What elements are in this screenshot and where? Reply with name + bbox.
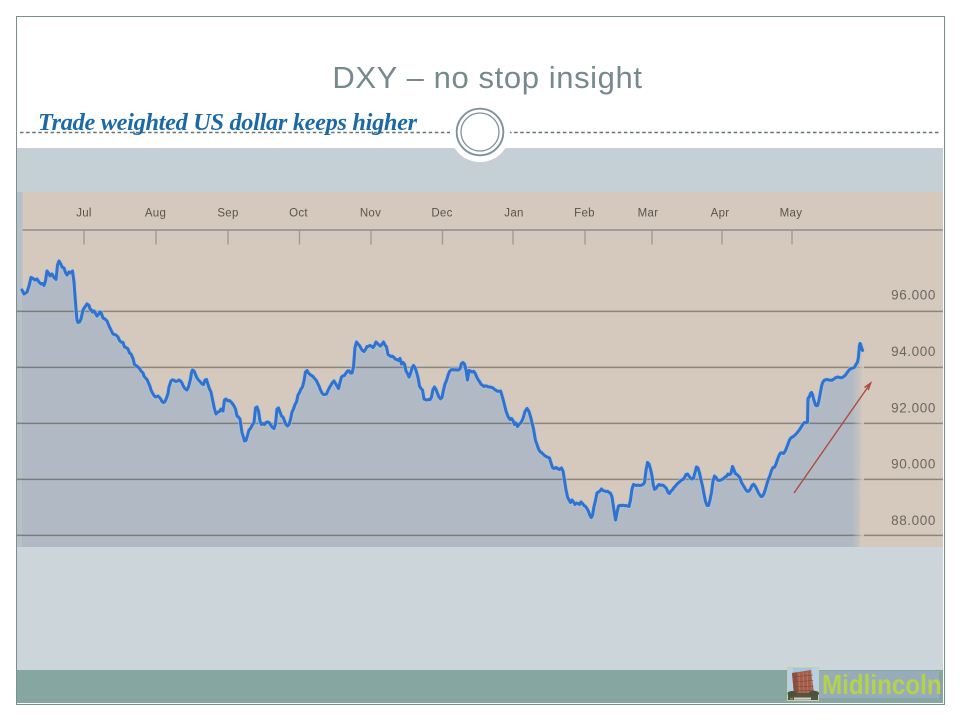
svg-text:92.000: 92.000 <box>891 401 936 416</box>
svg-text:May: May <box>780 208 803 220</box>
svg-text:Feb: Feb <box>574 208 595 220</box>
svg-text:Sep: Sep <box>217 208 238 220</box>
svg-text:Mar: Mar <box>638 208 659 220</box>
svg-text:Apr: Apr <box>711 208 730 220</box>
svg-text:Nov: Nov <box>360 208 381 220</box>
svg-text:Jan: Jan <box>504 208 523 220</box>
svg-text:96.000: 96.000 <box>891 288 936 303</box>
svg-text:Oct: Oct <box>289 208 308 220</box>
svg-text:Jul: Jul <box>76 208 92 220</box>
svg-text:94.000: 94.000 <box>891 344 936 359</box>
svg-text:Dec: Dec <box>431 208 452 220</box>
svg-text:Aug: Aug <box>145 208 166 220</box>
svg-text:88.000: 88.000 <box>891 513 936 528</box>
svg-text:90.000: 90.000 <box>891 457 936 472</box>
